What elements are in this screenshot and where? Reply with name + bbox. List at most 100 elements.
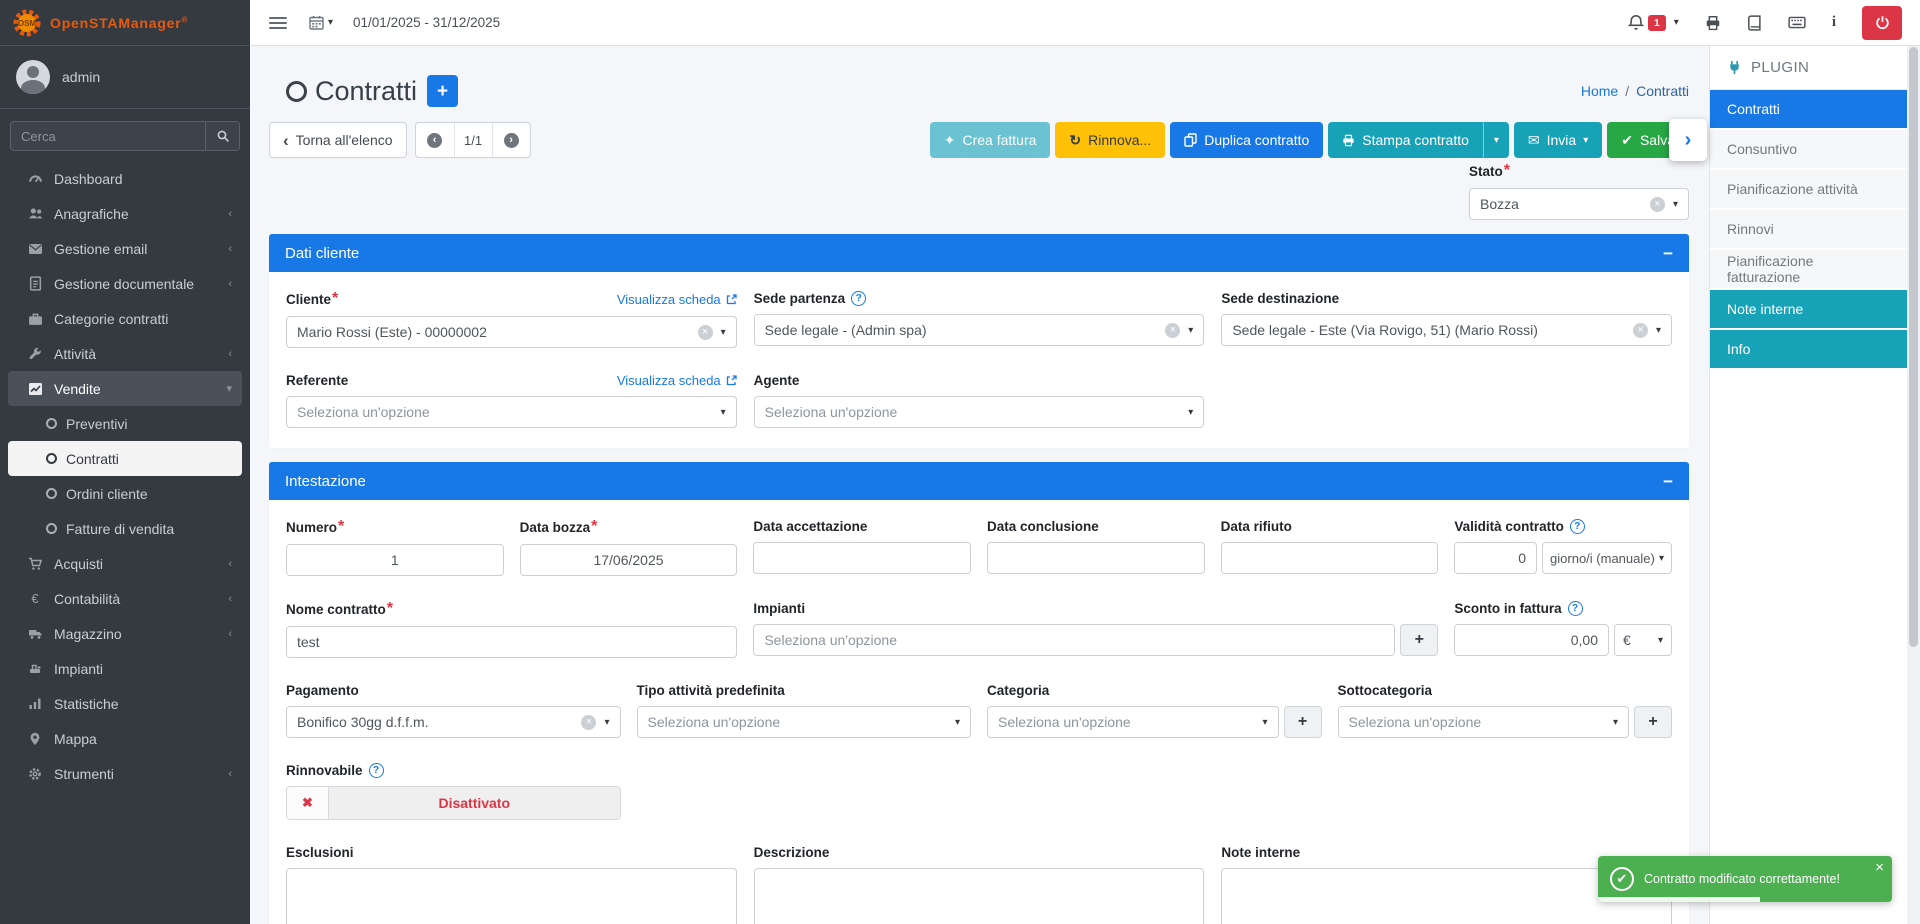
caret-down-icon: ▾ bbox=[1673, 17, 1679, 28]
sconto-unit-select[interactable]: € ▾ bbox=[1614, 624, 1672, 656]
rinnovabile-toggle[interactable]: ✖ Disattivato bbox=[286, 786, 621, 820]
stampa-contratto-button[interactable]: Stampa contratto bbox=[1328, 122, 1483, 158]
back-to-list-button[interactable]: ‹ Torna all'elenco bbox=[269, 122, 407, 158]
period-picker[interactable]: ▾ bbox=[309, 15, 333, 30]
caret-down-icon: ▾ bbox=[1612, 716, 1618, 728]
printer-icon bbox=[1343, 134, 1354, 146]
plugin-tab-pianificazione-attivita[interactable]: Pianificazione attività bbox=[1710, 170, 1907, 208]
plugin-tab-rinnovi[interactable]: Rinnovi bbox=[1710, 210, 1907, 248]
plugin-sidebar: PLUGIN Contratti Consuntivo Pianificazio… bbox=[1709, 46, 1907, 924]
sede-partenza-select[interactable]: Sede legale - (Admin spa) × ▾ bbox=[753, 314, 1205, 346]
shortcuts-button[interactable] bbox=[1788, 16, 1806, 29]
add-categoria-button[interactable]: + bbox=[1283, 706, 1322, 738]
date-range[interactable]: 01/01/2025 - 31/12/2025 bbox=[353, 15, 501, 30]
sidebar-item-anagrafiche[interactable]: Anagrafiche ‹ bbox=[8, 196, 242, 231]
sidebar-item-contabilita[interactable]: € Contabilità ‹ bbox=[8, 581, 242, 616]
sidebar-item-strumenti[interactable]: Strumenti ‹ bbox=[8, 756, 242, 791]
sidebar-item-gestione-email[interactable]: Gestione email ‹ bbox=[8, 231, 242, 266]
impianti-select[interactable]: Seleziona un'opzione bbox=[753, 624, 1396, 656]
descrizione-textarea[interactable] bbox=[753, 868, 1205, 924]
prev-record-button[interactable]: ‹ bbox=[416, 123, 454, 157]
sidebar-item-impianti[interactable]: Impianti bbox=[8, 651, 242, 686]
data-rifiuto-input[interactable] bbox=[1220, 542, 1439, 574]
clear-icon[interactable]: × bbox=[1649, 196, 1665, 212]
hamburger-menu-button[interactable] bbox=[269, 14, 287, 32]
success-toast[interactable]: ✔ Contratto modificato correttamente! × bbox=[1598, 856, 1892, 902]
crea-fattura-button[interactable]: ✦ Crea fattura bbox=[929, 122, 1051, 158]
sidebar-item-preventivi[interactable]: Preventivi bbox=[8, 406, 242, 441]
clear-icon[interactable]: × bbox=[1165, 322, 1181, 338]
sidebar-item-magazzino[interactable]: Magazzino ‹ bbox=[8, 616, 242, 651]
note-interne-textarea[interactable] bbox=[1221, 868, 1672, 924]
categoria-select[interactable]: Seleziona un'opzione ▾ bbox=[987, 706, 1279, 738]
sidebar-item-attivita[interactable]: Attività ‹ bbox=[8, 336, 242, 371]
app-logo[interactable]: OSM OpenSTAManager® bbox=[0, 0, 250, 46]
agente-select[interactable]: Seleziona un'opzione ▾ bbox=[753, 396, 1205, 428]
next-record-button[interactable]: › bbox=[491, 123, 530, 157]
sidebar-item-vendite[interactable]: Vendite ▾ bbox=[8, 371, 242, 406]
plugin-tab-contratti[interactable]: Contratti bbox=[1710, 90, 1907, 128]
nome-contratto-input[interactable]: test bbox=[286, 626, 738, 658]
plugin-tab-info[interactable]: Info bbox=[1710, 330, 1907, 368]
search-input[interactable]: Cerca bbox=[21, 128, 56, 144]
clear-icon[interactable]: × bbox=[581, 714, 597, 730]
search-button[interactable] bbox=[205, 122, 239, 150]
sidebar-item-statistiche[interactable]: Statistiche bbox=[8, 686, 242, 721]
sidebar-item-contratti[interactable]: Contratti bbox=[8, 441, 242, 476]
pagamento-select[interactable]: Bonifico 30gg d.f.f.m. × ▾ bbox=[286, 706, 621, 738]
data-bozza-input[interactable]: 17/06/2025 bbox=[519, 544, 738, 576]
docs-button[interactable] bbox=[1747, 14, 1762, 31]
stampa-dropdown-toggle[interactable]: ▾ bbox=[1482, 122, 1509, 158]
caret-down-icon: ▾ bbox=[328, 17, 334, 28]
stato-select[interactable]: Bozza × ▾ bbox=[1469, 188, 1689, 220]
close-icon[interactable]: × bbox=[1875, 859, 1884, 876]
add-contract-button[interactable]: + bbox=[427, 75, 459, 107]
collapse-panel-button[interactable]: − bbox=[1663, 243, 1673, 263]
info-button[interactable]: i bbox=[1831, 14, 1836, 30]
logout-button[interactable] bbox=[1862, 5, 1902, 40]
help-icon[interactable]: ? bbox=[368, 762, 384, 778]
validita-number-input[interactable]: 0 bbox=[1454, 542, 1538, 574]
invia-button[interactable]: ✉ Invia ▾ bbox=[1513, 122, 1603, 158]
scrollbar-thumb[interactable] bbox=[1909, 47, 1918, 647]
add-sottocategoria-button[interactable]: + bbox=[1634, 706, 1672, 738]
add-impianto-button[interactable]: + bbox=[1400, 624, 1439, 656]
expand-plugin-panel-button[interactable]: › bbox=[1669, 119, 1707, 161]
data-conclusione-input[interactable] bbox=[987, 542, 1205, 574]
sidebar-item-dashboard[interactable]: Dashboard bbox=[8, 161, 242, 196]
help-icon[interactable]: ? bbox=[1569, 518, 1585, 534]
sidebar-item-categorie-contratti[interactable]: Categorie contratti bbox=[8, 301, 242, 336]
sidebar-item-gestione-documentale[interactable]: Gestione documentale ‹ bbox=[8, 266, 242, 301]
sidebar-item-mappa[interactable]: Mappa bbox=[8, 721, 242, 756]
plugin-tab-note-interne[interactable]: Note interne bbox=[1710, 290, 1907, 328]
numero-input[interactable]: 1 bbox=[286, 544, 504, 576]
plugin-tab-pianificazione-fatturazione[interactable]: Pianificazione fatturazione bbox=[1710, 250, 1907, 288]
visualizza-scheda-cliente-link[interactable]: Visualizza scheda bbox=[617, 292, 737, 307]
user-panel[interactable]: admin bbox=[0, 46, 250, 109]
plugin-tab-consuntivo[interactable]: Consuntivo bbox=[1710, 130, 1907, 168]
sidebar-item-acquisti[interactable]: Acquisti ‹ bbox=[8, 546, 242, 581]
clear-icon[interactable]: × bbox=[697, 324, 713, 340]
page-scrollbar[interactable] bbox=[1907, 46, 1920, 924]
cliente-select[interactable]: Mario Rossi (Este) - 00000002 × ▾ bbox=[286, 316, 737, 348]
visualizza-scheda-referente-link[interactable]: Visualizza scheda bbox=[617, 373, 737, 388]
clear-icon[interactable]: × bbox=[1632, 322, 1648, 338]
validita-unit-select[interactable]: giorno/i (manuale) ▾ bbox=[1542, 542, 1672, 574]
referente-select[interactable]: Seleziona un'opzione ▾ bbox=[286, 396, 737, 428]
sidebar-item-ordini-cliente[interactable]: Ordini cliente bbox=[8, 476, 242, 511]
help-icon[interactable]: ? bbox=[851, 290, 867, 306]
sede-destinazione-select[interactable]: Sede legale - Este (Via Rovigo, 51) (Mar… bbox=[1221, 314, 1672, 346]
duplica-contratto-button[interactable]: Duplica contratto bbox=[1170, 122, 1324, 158]
sidebar-item-fatture-di-vendita[interactable]: Fatture di vendita bbox=[8, 511, 242, 546]
notifications-button[interactable]: 1 ▾ bbox=[1627, 14, 1679, 31]
help-icon[interactable]: ? bbox=[1567, 600, 1583, 616]
breadcrumb-home-link[interactable]: Home bbox=[1580, 83, 1619, 99]
collapse-panel-button[interactable]: − bbox=[1663, 471, 1673, 491]
tipo-attivita-select[interactable]: Seleziona un'opzione ▾ bbox=[636, 706, 971, 738]
esclusioni-textarea[interactable] bbox=[286, 868, 737, 924]
rinnova-button[interactable]: ↻ Rinnova... bbox=[1055, 122, 1166, 158]
sottocategoria-select[interactable]: Seleziona un'opzione ▾ bbox=[1337, 706, 1629, 738]
sconto-input[interactable]: 0,00 bbox=[1454, 624, 1609, 656]
data-accettazione-input[interactable] bbox=[753, 542, 971, 574]
print-button[interactable] bbox=[1705, 15, 1721, 31]
